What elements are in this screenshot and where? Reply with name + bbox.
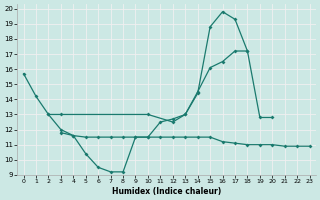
X-axis label: Humidex (Indice chaleur): Humidex (Indice chaleur) (112, 187, 221, 196)
